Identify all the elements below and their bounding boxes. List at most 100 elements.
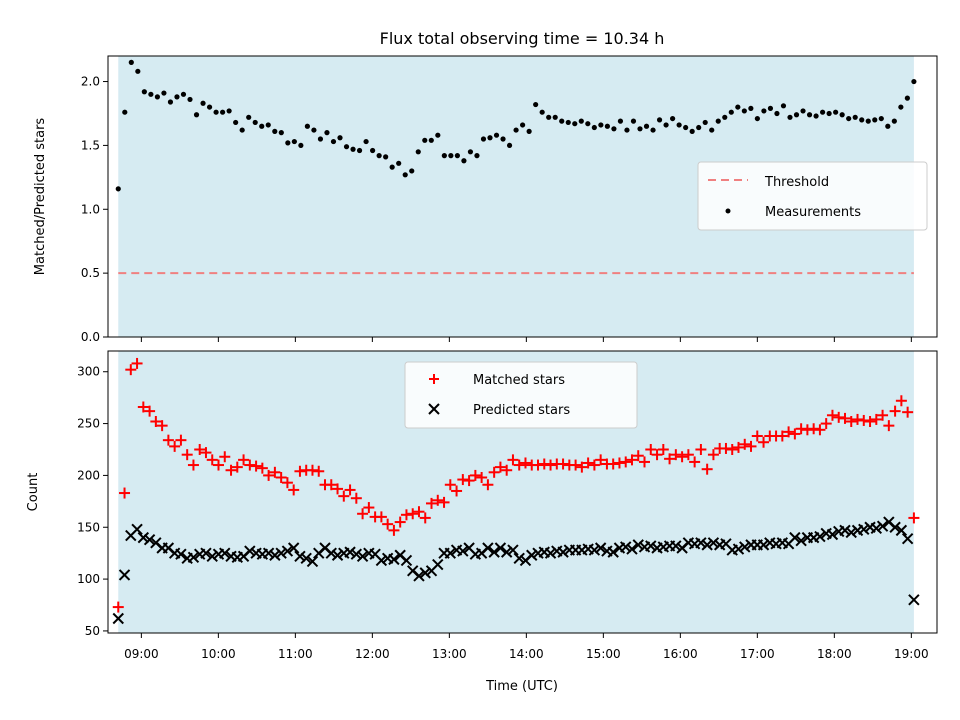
y-tick-label: 1.5 (81, 138, 100, 152)
y-tick-label: 150 (77, 520, 100, 534)
matched-star-point (350, 492, 362, 504)
measurement-point (650, 127, 656, 133)
measurement-point (161, 90, 167, 96)
matched-star-point (451, 485, 463, 497)
matched-star-point (294, 465, 306, 477)
measurement-point (200, 100, 206, 106)
matched-star-point (438, 496, 450, 508)
predicted-star-point (294, 550, 306, 562)
top-y-ticks: 0.0 0.5 1.0 1.5 2.0 (81, 75, 108, 344)
matched-star-point (357, 508, 369, 520)
measurement-point (526, 128, 532, 134)
matched-star-point (595, 454, 607, 466)
y-tick-label: 300 (77, 365, 100, 379)
matched-star-point (720, 442, 732, 454)
x-tick-label: 13:00 (432, 647, 467, 661)
measurement-point (167, 99, 174, 105)
matched-star-point (419, 512, 431, 524)
measurement-point (291, 138, 297, 145)
measurement-point (337, 135, 343, 141)
chart-title: Flux total observing time = 10.34 h (380, 29, 665, 48)
matched-star-point (162, 434, 174, 446)
matched-star-point (889, 405, 901, 417)
measurement-point (154, 94, 160, 100)
top-y-axis-label: Matched/Predicted stars (33, 118, 48, 276)
matched-star-point (407, 508, 419, 520)
x-tick-label: 10:00 (201, 647, 236, 661)
measurement-point (683, 124, 689, 131)
matched-star-point (657, 443, 669, 455)
measurement-point (813, 113, 819, 119)
measurement-point (278, 130, 284, 136)
predicted-star-point (889, 521, 901, 533)
matched-star-point (169, 440, 181, 452)
predicted-star-point (626, 543, 638, 555)
measurement-point (370, 147, 376, 154)
measurement-point (350, 146, 356, 152)
matched-star-point (281, 477, 293, 489)
y-tick-label: 0.0 (81, 330, 100, 344)
x-tick-label: 15:00 (586, 647, 621, 661)
matched-star-point (400, 509, 412, 521)
predicted-star-point (707, 537, 720, 549)
measurement-point (598, 122, 604, 128)
measurement-point (415, 149, 421, 155)
matched-star-point (513, 459, 525, 471)
matched-star-point (902, 406, 914, 418)
predicted-star-point (870, 522, 883, 534)
matched-star-point (206, 454, 218, 466)
matched-star-point (689, 456, 701, 468)
measurement-point (500, 136, 506, 142)
measurement-point (780, 103, 787, 109)
bottom-legend-box (404, 361, 638, 429)
bottom-x-ticks: 09:00 10:00 11:00 12:00 13:00 14:00 15:00 16:00… (124, 633, 929, 661)
x-tick-label: 18:00 (817, 647, 852, 661)
top-legend-box (697, 161, 928, 231)
predicted-star-point (482, 542, 494, 554)
matched-star-point (244, 459, 256, 471)
measurement-point (696, 124, 702, 131)
top-x-ticks (140, 337, 912, 342)
measurement-point (865, 118, 871, 124)
matched-star-point (626, 454, 638, 466)
matched-star-point (538, 458, 550, 470)
predicted-star-point (350, 548, 363, 560)
x-tick-label: 14:00 (509, 647, 544, 661)
measurement-point (800, 108, 806, 114)
measurement-point (343, 144, 350, 150)
measurement-point (180, 91, 187, 97)
measurement-point (187, 96, 193, 103)
predicted-star-point (645, 540, 657, 552)
predicted-star-point (269, 549, 281, 561)
measurement-point (676, 122, 682, 128)
matched-star-point (263, 469, 275, 481)
measurement-point (898, 104, 904, 110)
legend-matched-label: Matched stars (473, 373, 565, 388)
matched-star-point (363, 502, 375, 514)
predicted-star-point (544, 547, 557, 559)
measurement-point (435, 132, 441, 138)
measurement-point (735, 104, 741, 110)
bottom-plot-frame (107, 350, 938, 634)
measurement-point (467, 149, 474, 155)
measurement-point (304, 123, 310, 129)
top-legend: Threshold Measurements (697, 161, 928, 231)
matched-star-point (557, 458, 569, 470)
matched-star-point (639, 456, 651, 468)
measurement-point (148, 91, 154, 97)
x-tick-label: 16:00 (663, 647, 698, 661)
measurement-point (376, 153, 382, 159)
measurement-point (846, 115, 852, 122)
measurement-point (239, 127, 245, 133)
predicted-star-point (112, 612, 124, 625)
x-axis-label: Time (UTC) (485, 679, 558, 694)
measurement-point (585, 121, 591, 127)
matched-star-point (613, 457, 625, 469)
matched-star-point (332, 483, 344, 495)
measurement-point (689, 128, 695, 134)
measurement-point (135, 68, 141, 74)
matched-star-point (820, 418, 832, 430)
measurement-point (709, 127, 715, 133)
measurement-point (396, 160, 402, 166)
matched-star-point (877, 409, 889, 421)
